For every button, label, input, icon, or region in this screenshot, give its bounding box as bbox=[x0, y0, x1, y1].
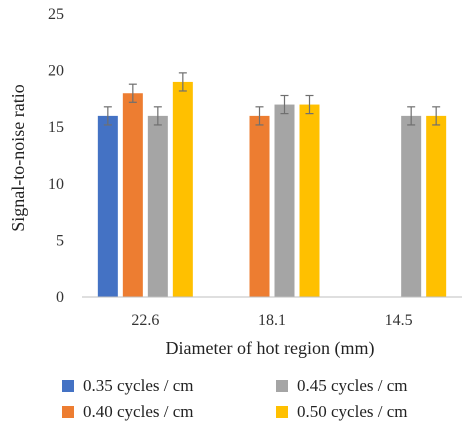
x-tick-label: 14.5 bbox=[385, 312, 413, 329]
bar bbox=[274, 104, 295, 297]
error-bar bbox=[305, 94, 314, 115]
legend-swatch-050 bbox=[276, 406, 288, 418]
legend-label: 0.45 cycles / cm bbox=[297, 376, 408, 395]
bar bbox=[426, 115, 447, 297]
legend-item: 0.50 cycles / cm bbox=[276, 402, 407, 422]
bar bbox=[172, 81, 193, 297]
legend-label: 0.40 cycles / cm bbox=[83, 402, 194, 421]
legend-swatch-040 bbox=[62, 406, 74, 418]
legend-item: 0.45 cycles / cm bbox=[276, 376, 407, 396]
error-bar bbox=[407, 106, 416, 126]
legend-swatch-045 bbox=[276, 380, 288, 392]
y-tick-label: 15 bbox=[48, 119, 64, 136]
y-tick-label: 10 bbox=[48, 176, 64, 193]
y-tick-label: 5 bbox=[56, 232, 64, 249]
bar-chart: 0 5 10 15 20 25 22.6 18.1 14.5 Diameter of hot … bbox=[8, 6, 462, 359]
legend-label: 0.35 cycles / cm bbox=[83, 376, 194, 395]
bar bbox=[122, 93, 143, 298]
error-bar bbox=[280, 94, 289, 115]
y-tick-label: 0 bbox=[56, 289, 64, 306]
bar bbox=[249, 115, 270, 297]
y-axis-ticks: 0 5 10 15 20 25 bbox=[48, 6, 64, 306]
x-tick-label: 18.1 bbox=[258, 312, 286, 329]
bar bbox=[299, 104, 320, 297]
y-tick-label: 20 bbox=[48, 63, 64, 80]
error-bar bbox=[103, 106, 112, 126]
error-bar bbox=[255, 106, 264, 126]
y-tick-label: 25 bbox=[48, 6, 64, 23]
error-bar bbox=[178, 72, 187, 92]
bar bbox=[97, 115, 118, 297]
x-tick-label: 22.6 bbox=[131, 312, 159, 329]
legend-item: 0.40 cycles / cm bbox=[62, 402, 193, 422]
x-axis-title: Diameter of hot region (mm) bbox=[166, 338, 375, 359]
error-bar bbox=[153, 106, 162, 126]
legend-swatch-035 bbox=[62, 380, 74, 392]
bar bbox=[147, 115, 168, 297]
bar bbox=[401, 115, 422, 297]
legend-item: 0.35 cycles / cm bbox=[62, 376, 193, 396]
y-axis-title: Signal-to-noise ratio bbox=[8, 84, 28, 231]
bars bbox=[97, 72, 447, 298]
x-axis-ticks: 22.6 18.1 14.5 bbox=[131, 312, 412, 329]
legend-label: 0.50 cycles / cm bbox=[297, 402, 408, 421]
error-bar bbox=[128, 83, 137, 103]
error-bar bbox=[432, 106, 441, 126]
